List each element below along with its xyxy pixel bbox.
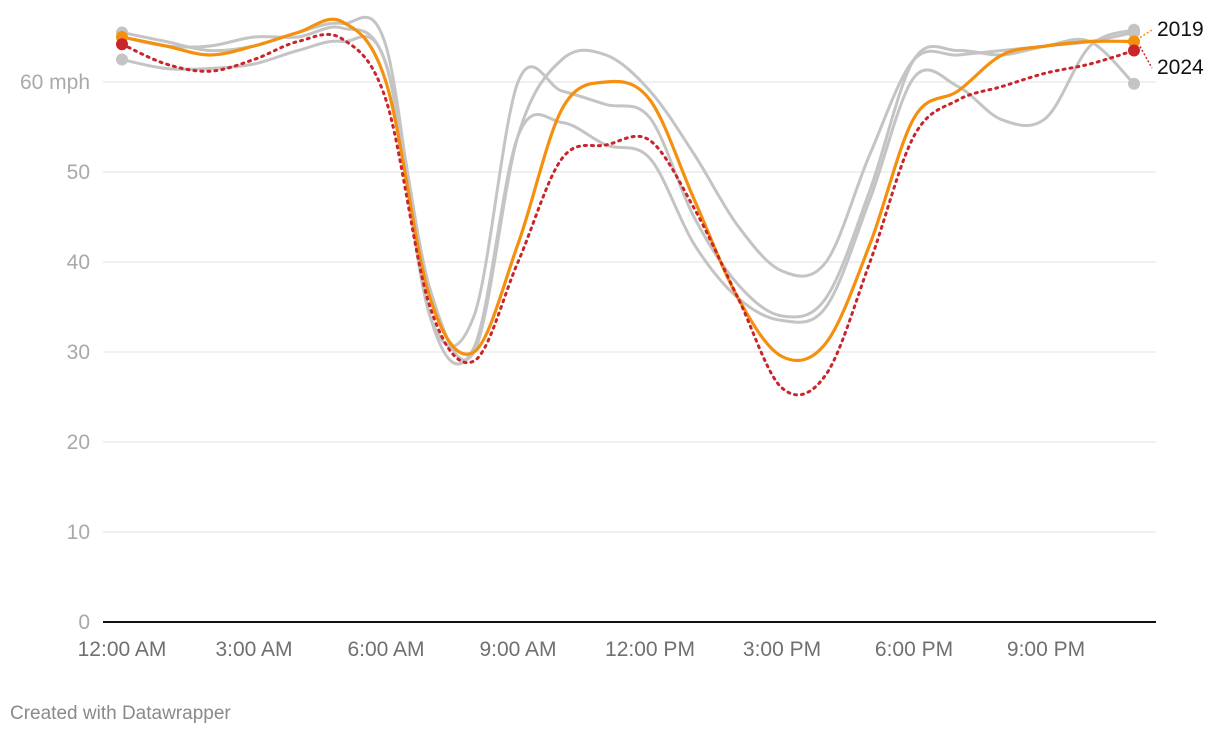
x-tick-label-0: 12:00 AM	[78, 638, 167, 661]
series-label-2019: 2019	[1157, 18, 1204, 41]
series-line-2024	[120, 32, 1136, 397]
series-line-other-1	[120, 34, 1136, 348]
start-marker-other-1	[116, 53, 128, 66]
gridlines	[103, 81, 1156, 623]
series-label-2024: 2024	[1157, 56, 1204, 79]
x-tick-label-2: 6:00 AM	[347, 638, 424, 661]
y-tick-label-40: 40	[67, 251, 90, 274]
series-lines	[120, 15, 1136, 397]
x-tick-label-5: 3:00 PM	[743, 638, 821, 661]
y-tick-label-60: 60 mph	[20, 71, 90, 94]
x-tick-label-6: 6:00 PM	[875, 638, 953, 661]
y-tick-label-20: 20	[67, 431, 90, 454]
end-marker-2019	[1128, 35, 1140, 48]
x-axis-tick-labels: 12:00 AM 3:00 AM 6:00 AM 9:00 AM 12:00 PM 3:0…	[78, 638, 1085, 661]
y-tick-label-10: 10	[67, 521, 90, 544]
y-axis-tick-labels: 0 10 20 30 40 50 60 mph	[20, 71, 90, 634]
y-tick-label-30: 30	[67, 341, 90, 364]
y-tick-label-0: 0	[78, 611, 90, 634]
label-leader-2024	[1139, 46, 1153, 69]
series-line-other-2	[120, 25, 1136, 362]
x-tick-label-3: 9:00 AM	[479, 638, 556, 661]
label-leader-2019	[1139, 29, 1153, 39]
line-chart: 0 10 20 30 40 50 60 mph 12:00 AM 3:00 AM 6:00 AM…	[20, 15, 1204, 661]
y-tick-label-50: 50	[67, 161, 90, 184]
x-tick-label-7: 9:00 PM	[1007, 638, 1085, 661]
end-marker-other-2	[1128, 26, 1140, 39]
end-marker-2024	[1128, 44, 1140, 57]
x-tick-label-1: 3:00 AM	[215, 638, 292, 661]
series-line-2019	[120, 17, 1136, 363]
end-marker-other-1	[1128, 77, 1140, 90]
x-tick-label-4: 12:00 PM	[605, 638, 695, 661]
endpoint-markers	[116, 23, 1140, 90]
start-marker-2024	[116, 38, 128, 51]
series-labels: 2019 2024	[1139, 18, 1204, 79]
footer-credit: Created with Datawrapper	[10, 703, 231, 724]
